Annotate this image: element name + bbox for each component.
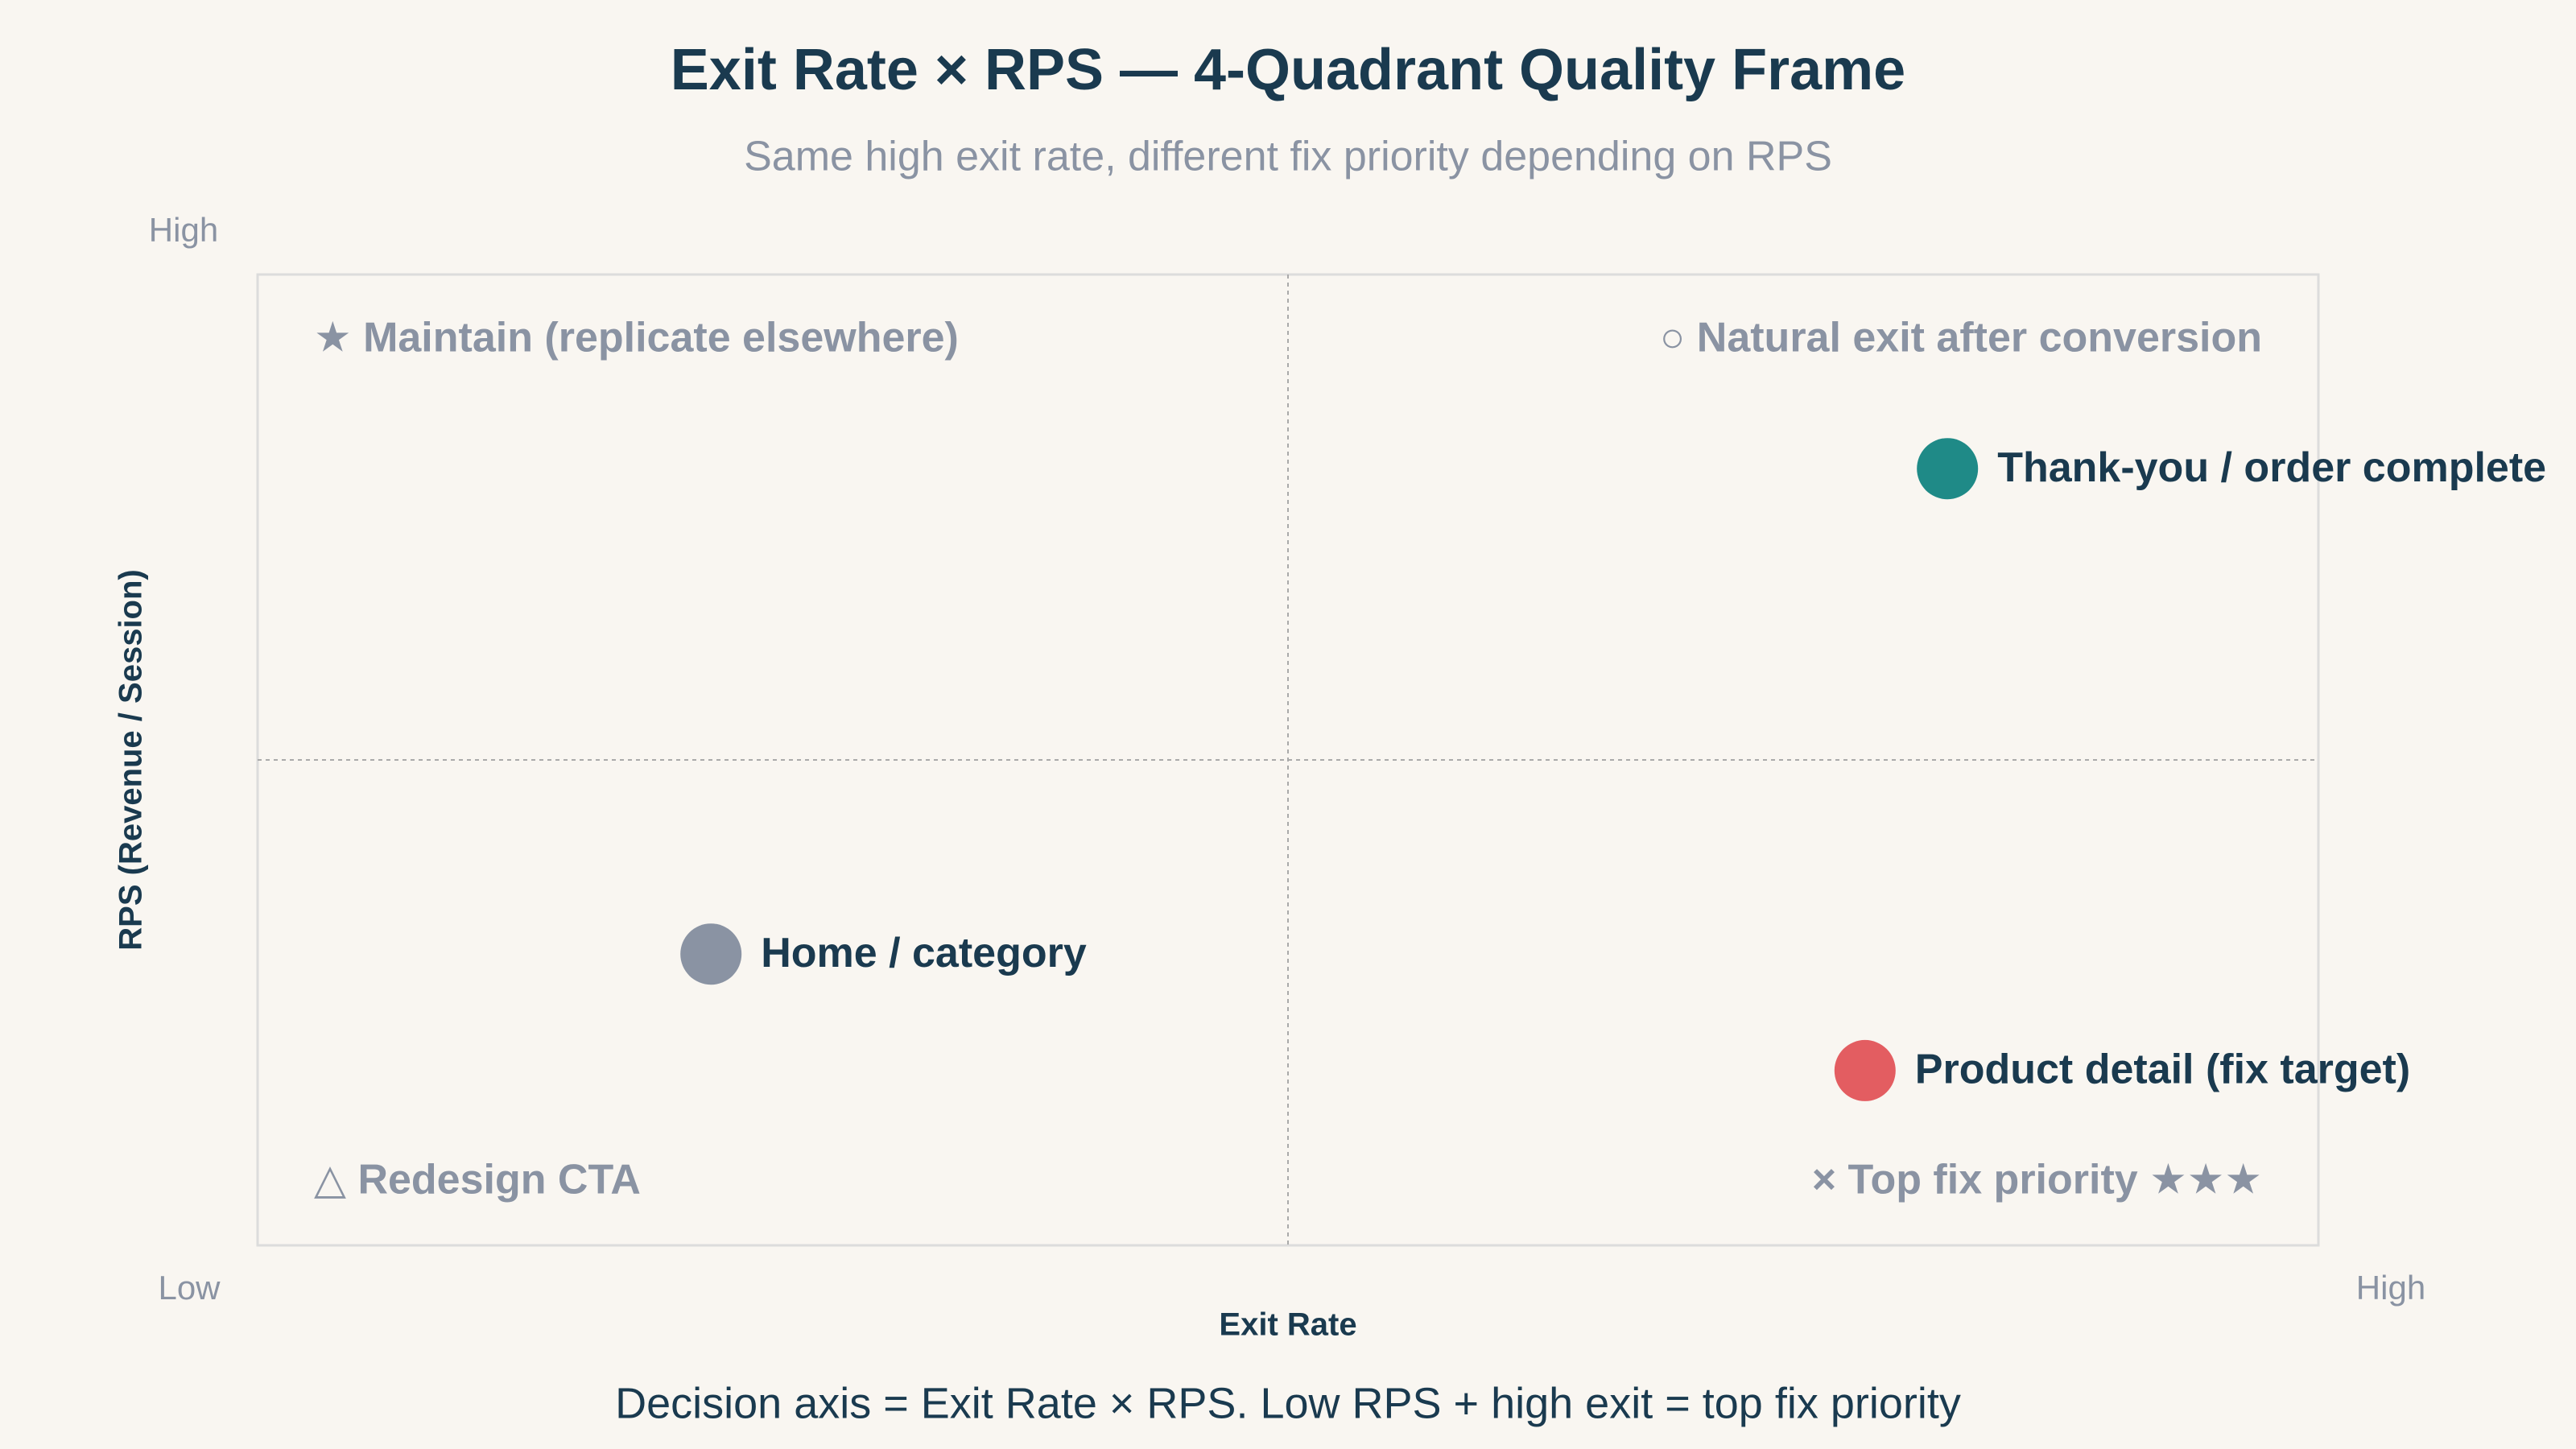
quadrant-label: △ Redesign CTA bbox=[314, 1157, 641, 1203]
quadrant-label: ★ Maintain (replicate elsewhere) bbox=[314, 315, 959, 361]
quadrant-label: ○ Natural exit after conversion bbox=[1660, 315, 2262, 361]
x-tick-label: High bbox=[2356, 1269, 2425, 1307]
y-tick-label: High bbox=[149, 211, 218, 249]
point-label: Thank-you / order complete bbox=[1997, 444, 2546, 491]
x-axis-title: Exit Rate bbox=[1219, 1307, 1356, 1343]
data-point bbox=[1834, 1039, 1896, 1101]
footer-note: Decision axis = Exit Rate × RPS. Low RPS… bbox=[615, 1379, 1961, 1427]
x-tick-label: Low bbox=[158, 1269, 221, 1307]
point-label: Home / category bbox=[761, 930, 1087, 976]
quadrant-label: × Top fix priority ★★★ bbox=[1812, 1157, 2262, 1203]
chart-title: Exit Rate × RPS — 4-Quadrant Quality Fra… bbox=[671, 38, 1905, 102]
data-point bbox=[1917, 438, 1979, 500]
chart-subtitle: Same high exit rate, different fix prior… bbox=[744, 134, 1832, 180]
y-axis-title: RPS (Revenue / Session) bbox=[114, 569, 149, 950]
point-label: Product detail (fix target) bbox=[1915, 1046, 2410, 1093]
data-point bbox=[680, 923, 742, 985]
